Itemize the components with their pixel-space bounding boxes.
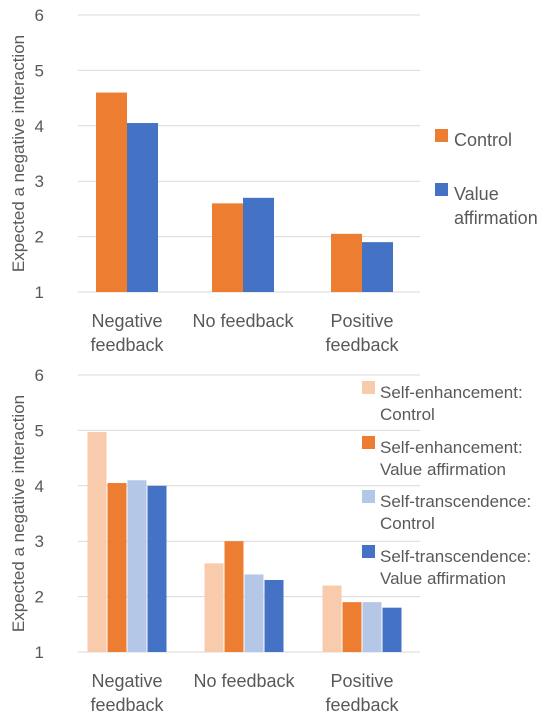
bottom-bar-1-3 [264, 579, 284, 652]
top-bar-0-0 [96, 92, 127, 292]
bottom-y-tick-label: 3 [35, 532, 44, 551]
top-y-tick-label: 5 [35, 61, 44, 80]
top-y-tick-label: 1 [35, 283, 44, 302]
bottom-category-label: No feedback [193, 671, 295, 691]
top-legend-swatch-1 [435, 183, 448, 196]
top-category-label: No feedback [192, 311, 294, 331]
top-y-tick-label: 4 [35, 117, 44, 136]
top-y-tick-label: 3 [35, 172, 44, 191]
top-category-label: Positive [330, 311, 393, 331]
top-bar-1-1 [243, 197, 274, 292]
bottom-legend-label-0: Control [380, 405, 435, 424]
bottom-y-tick-label: 1 [35, 643, 44, 662]
top-y-axis-label: Expected a negative interaction [9, 35, 28, 272]
bottom-bar-0-3 [147, 485, 167, 652]
bottom-category-label: feedback [325, 695, 399, 715]
top-bar-2-1 [362, 242, 393, 292]
top-category-label: Negative [91, 311, 162, 331]
bottom-category-label: feedback [90, 695, 164, 715]
bottom-legend-label-2: Self-transcendence: [380, 492, 531, 511]
bottom-bar-2-2 [362, 602, 382, 652]
bottom-bar-2-1 [342, 602, 362, 652]
bottom-legend-swatch-3 [362, 545, 375, 558]
top-chart-svg: 1 2 3 4 5 6 Expected a negative interaction Neg… [9, 6, 538, 355]
bottom-category-label: Positive [330, 671, 393, 691]
top-bar-1-0 [212, 203, 243, 292]
top-bar-2-0 [331, 233, 362, 292]
bottom-legend-label-3: Self-transcendence: [380, 547, 531, 566]
bottom-bar-1-1 [224, 541, 244, 652]
bottom-bar-2-0 [322, 585, 342, 652]
bottom-chart-svg: 1 2 3 4 5 6 Expected a negative interaction Neg… [9, 366, 531, 715]
bottom-y-tick-label: 5 [35, 421, 44, 440]
bottom-bar-1-2 [244, 574, 264, 652]
bottom-bar-2-3 [382, 607, 402, 652]
bottom-legend-label-1: Value affirmation [380, 460, 506, 479]
bottom-y-tick-label: 4 [35, 477, 44, 496]
top-legend-swatch-0 [435, 129, 448, 142]
bottom-bar-0-0 [87, 432, 107, 652]
bottom-legend-swatch-1 [362, 436, 375, 449]
bottom-legend-label-3: Value affirmation [380, 569, 506, 588]
top-category-label: feedback [90, 335, 164, 355]
bottom-bar-0-1 [107, 483, 127, 652]
bottom-y-axis-label: Expected a negative interaction [9, 395, 28, 632]
top-category-label: feedback [325, 335, 399, 355]
bottom-y-tick-label: 6 [35, 366, 44, 385]
bottom-y-tick-label: 2 [35, 588, 44, 607]
top-legend-label-1: affirmation [454, 208, 538, 228]
bottom-legend-swatch-0 [362, 381, 375, 394]
bottom-legend-label-2: Control [380, 514, 435, 533]
top-bar-0-1 [127, 123, 158, 292]
bottom-legend-label-0: Self-enhancement: [380, 383, 523, 402]
top-y-tick-label: 6 [35, 6, 44, 25]
bottom-chart: 1 2 3 4 5 6 Expected a negative interaction Neg… [0, 360, 559, 720]
top-legend-label-1: Value [454, 184, 499, 204]
top-chart: 1 2 3 4 5 6 Expected a negative interaction Neg… [9, 6, 538, 355]
bottom-legend-swatch-2 [362, 490, 375, 503]
bottom-category-label: Negative [91, 671, 162, 691]
bottom-bar-0-2 [127, 480, 147, 652]
bottom-legend-label-1: Self-enhancement: [380, 438, 523, 457]
top-legend-label-0: Control [454, 130, 512, 150]
bottom-bar-1-0 [204, 563, 224, 652]
top-y-tick-label: 2 [35, 228, 44, 247]
